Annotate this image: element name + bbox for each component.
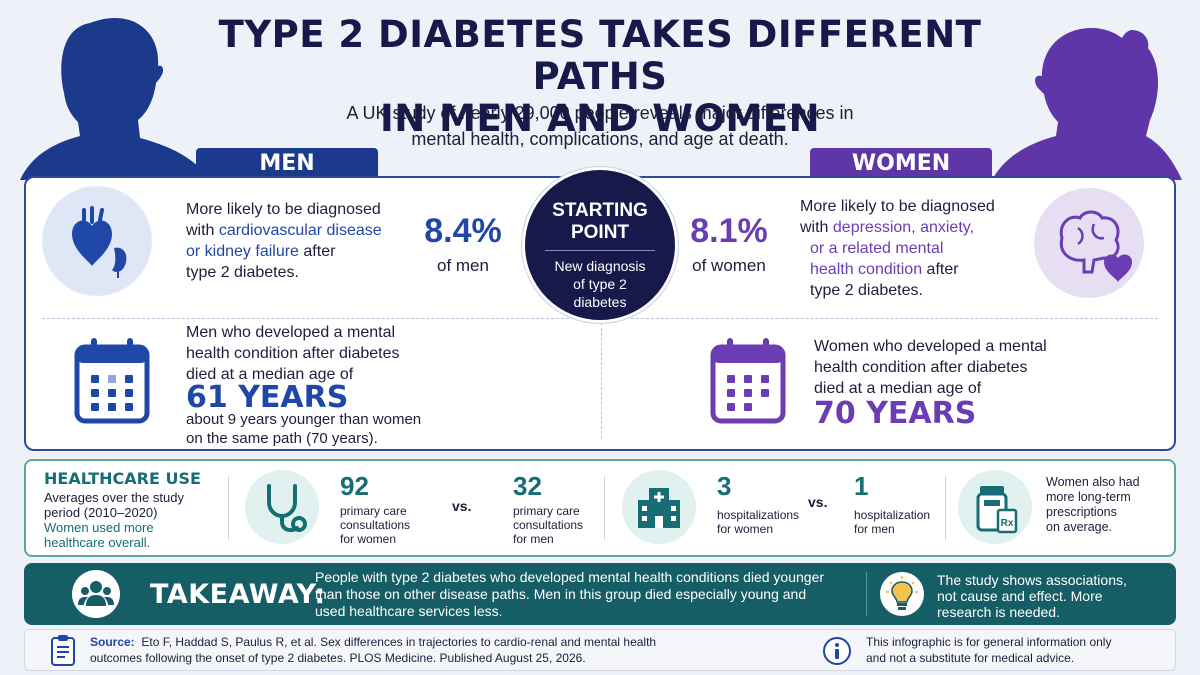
takeaway-text: People with type 2 diabetes who develope…	[315, 569, 825, 619]
brain-heart-icon	[1034, 188, 1144, 298]
men-death-age-text: Men who developed a mental health condit…	[186, 324, 422, 447]
hospitalizations-men-stat: 1 hospitalization for men	[854, 471, 931, 536]
healthcare-summary: HEALTHCARE USE Averages over the study p…	[44, 469, 201, 550]
info-icon	[823, 637, 851, 665]
footer	[24, 629, 1176, 671]
vs-label: vs.	[452, 498, 472, 514]
primary-care-women-stat: 92 primary care consultations for women	[340, 471, 411, 546]
page-title: TYPE 2 DIABETES TAKES DIFFERENT PATHS IN…	[218, 13, 982, 140]
man-silhouette-icon	[20, 18, 210, 180]
prescriptions-note: Women also had more long-term prescripti…	[1046, 475, 1140, 534]
page-subtitle: A UK study of nearly 29,000 people revea…	[346, 103, 854, 149]
woman-silhouette-icon	[992, 28, 1182, 180]
takeaway-banner	[24, 563, 1176, 625]
women-tag: WOMEN	[810, 148, 992, 180]
source-citation: Source: Eto F, Haddad S, Paulus R, et al…	[90, 635, 657, 665]
women-death-age-text: Women who developed a mental health cond…	[814, 338, 1047, 431]
men-diagnosis-text: More likely to be diagnosed with cardiov…	[186, 201, 382, 281]
takeaway-title: TAKEAWAY:	[150, 579, 326, 610]
heart-kidney-icon	[42, 186, 152, 296]
people-icon	[72, 570, 120, 618]
prescription-icon: Rx	[958, 470, 1032, 544]
hospital-icon	[622, 470, 696, 544]
calendar-icon	[74, 338, 150, 424]
lightbulb-icon	[880, 572, 924, 616]
men-percentage: 8.4% of men	[424, 212, 502, 275]
hospitalizations-women-stat: 3 hospitalizations for women	[717, 471, 800, 536]
women-diagnosis-text: More likely to be diagnosed with depress…	[800, 198, 995, 299]
clipboard-icon	[51, 635, 75, 666]
disclaimer: This infographic is for general informat…	[866, 635, 1112, 665]
vs-label: vs.	[808, 494, 828, 510]
calendar-icon	[710, 338, 786, 424]
men-tag: MEN	[196, 148, 378, 180]
stethoscope-icon	[245, 470, 319, 544]
women-percentage: 8.1% of women	[690, 212, 768, 275]
takeaway-caveat: The study shows associations, not cause …	[937, 572, 1127, 620]
starting-point-badge: STARTING POINT New diagnosis of type 2 diab…	[522, 167, 678, 323]
primary-care-men-stat: 32 primary care consultations for men	[513, 471, 584, 546]
svg-text:Rx: Rx	[1001, 518, 1014, 529]
